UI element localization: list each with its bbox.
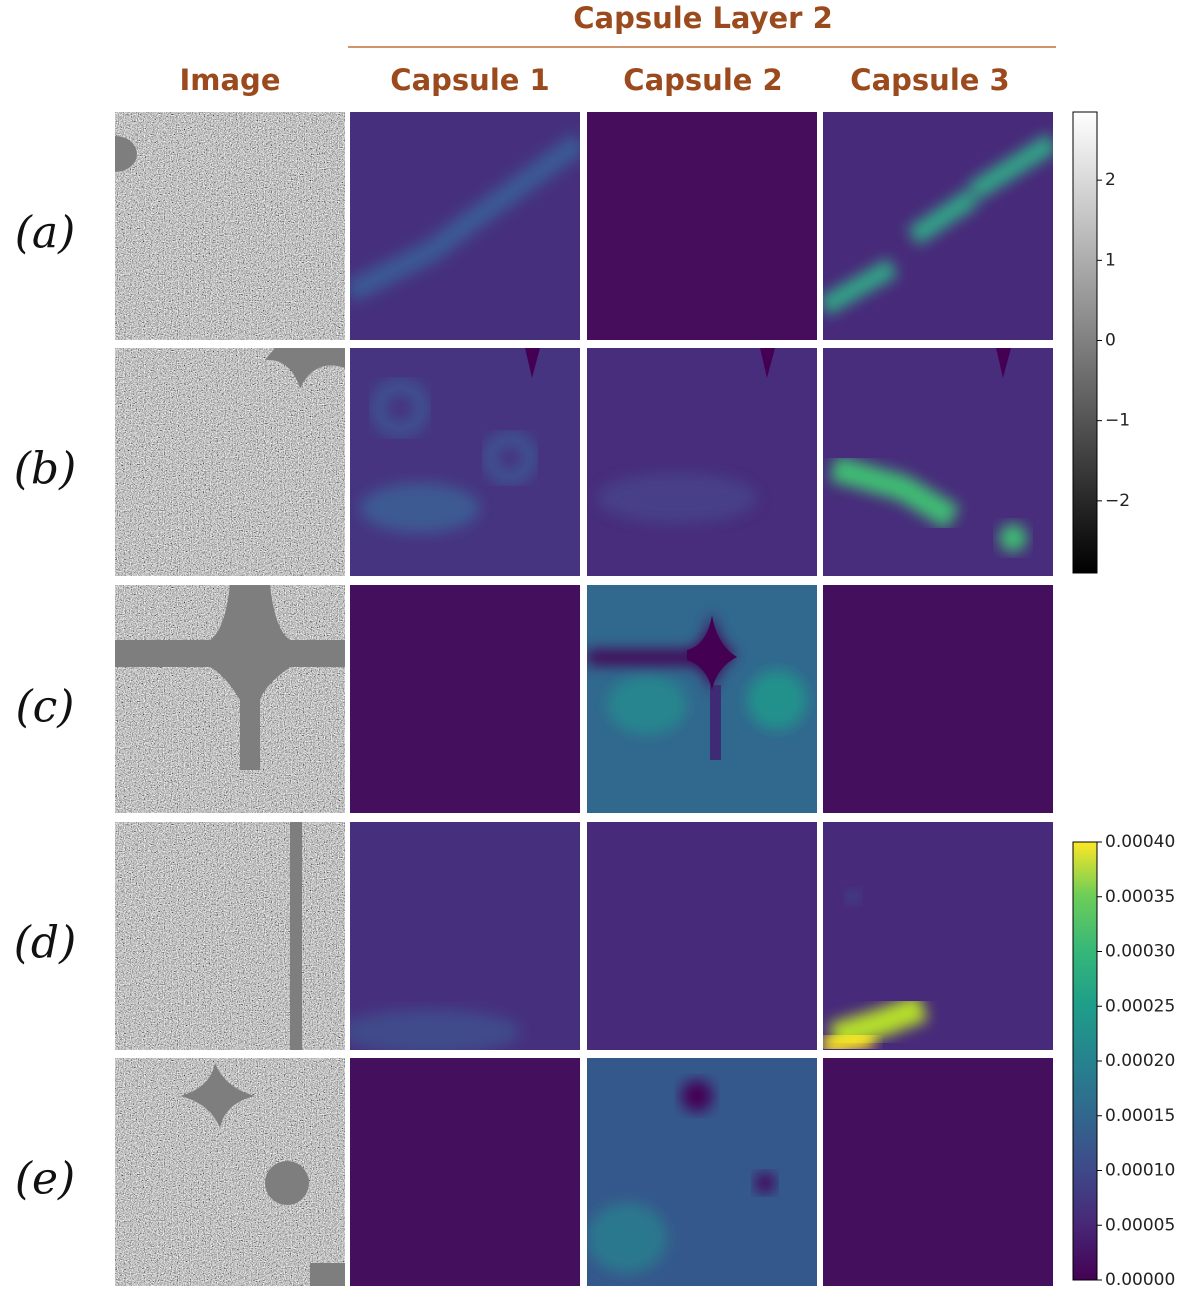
colorbar-tick-label: 0.00040 [1105,832,1175,852]
colorbar-tick-label: 0.00005 [1105,1215,1175,1235]
heatmap [350,585,580,813]
colorbar-tick-label: 0.00035 [1105,887,1175,907]
row-label: (e) [15,1154,75,1205]
input-image [115,1058,345,1286]
colorbar-tick-label: 0.00025 [1105,996,1175,1016]
colorbar-tick-label: −1 [1105,411,1130,431]
heatmap [350,822,580,1050]
heatmap [823,1058,1053,1286]
colorbar-tick-label: −2 [1105,491,1130,511]
row-label: (b) [14,444,77,495]
heatmap [587,348,817,576]
column-header: Capsule 3 [850,63,1009,97]
heatmap [350,1058,580,1286]
colorbar-tick-label: 0 [1105,330,1116,350]
heatmap [587,822,817,1050]
group-title: Capsule Layer 2 [573,1,833,35]
colorbar-tick-label: 0.00010 [1105,1161,1175,1181]
colorbar-tick-label: 0.00000 [1105,1270,1175,1290]
colorbar [1072,111,1098,574]
column-header: Capsule 2 [623,63,782,97]
input-image [115,112,345,340]
heatmap [350,112,580,340]
heatmap [823,585,1053,813]
row-label: (d) [14,918,77,969]
column-header: Image [179,63,280,97]
input-image [115,348,345,576]
row-label: (c) [16,682,75,733]
heatmap [823,822,1053,1050]
heatmap [587,1058,817,1286]
colorbar-tick-label: 0.00020 [1105,1051,1175,1071]
colorbar [1072,841,1098,1281]
heatmap [823,348,1053,576]
input-image [115,585,345,813]
heatmap [587,112,817,340]
colorbar-tick-label: 2 [1105,170,1116,190]
colorbar-tick-label: 0.00015 [1105,1106,1175,1126]
heatmap [823,112,1053,340]
heatmap [350,348,580,576]
column-header: Capsule 1 [390,63,549,97]
colorbar-tick-label: 0.00030 [1105,942,1175,962]
input-image [115,822,345,1050]
heatmap [587,585,817,813]
row-label: (a) [15,208,76,259]
colorbar-tick-label: 1 [1105,250,1116,270]
